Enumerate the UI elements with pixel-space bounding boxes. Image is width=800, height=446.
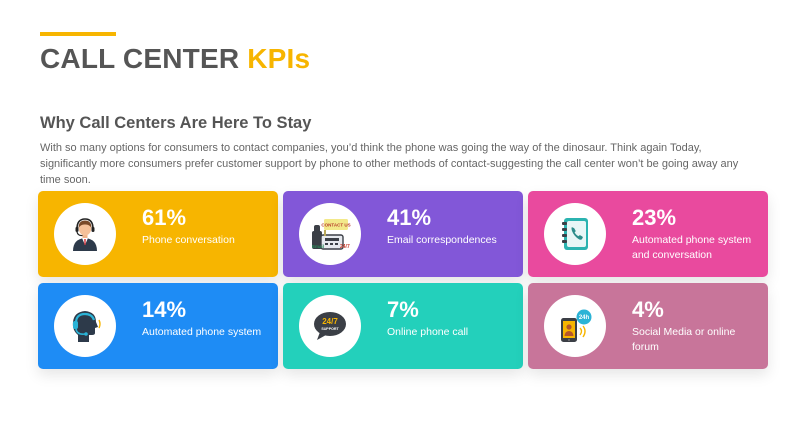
kpi-label: Automated phone system bbox=[142, 326, 262, 338]
title-main: CALL CENTER bbox=[40, 43, 240, 74]
kpi-label: Automated phone system and conversation bbox=[632, 234, 752, 261]
email-text: Email bbox=[312, 244, 324, 249]
contact-us-text: CONTACT US bbox=[321, 223, 350, 228]
phonebook-icon bbox=[562, 218, 588, 250]
section-description: With so many options for consumers to co… bbox=[40, 142, 739, 186]
kpi-card-phone-conversation: 61% Phone conversation bbox=[38, 191, 278, 277]
kpi-percent: 4% bbox=[632, 297, 664, 322]
icon-circle: 24/7 SUPPORT bbox=[299, 295, 361, 357]
kpi-percent: 23% bbox=[632, 205, 677, 230]
kpi-label: Email correspondences bbox=[387, 234, 497, 246]
24-7-text: 24/7 bbox=[322, 317, 338, 326]
kpi-percent: 7% bbox=[387, 297, 419, 322]
kpi-card-automated-phone-system: 14% Automated phone system bbox=[38, 283, 278, 369]
kpi-label: Social Media or online forum bbox=[632, 326, 736, 353]
kpi-label: Online phone call bbox=[387, 326, 469, 338]
kpi-card-automated-phone-conversation: 23% Automated phone system and conversat… bbox=[528, 191, 768, 277]
kpi-card-online-phone-call: 24/7 SUPPORT 7% Online phone call bbox=[283, 283, 523, 369]
support-text: SUPPORT bbox=[321, 327, 339, 331]
mobile-24h-icon: 24h bbox=[561, 309, 592, 342]
kpi-grid: 61% Phone conversation CONTACT US Email … bbox=[38, 191, 768, 369]
24h-text: 24h bbox=[579, 315, 590, 321]
icon-circle: 24h bbox=[544, 295, 606, 357]
page-title: CALL CENTER KPIs bbox=[40, 43, 310, 75]
chat-24-7-icon: 24/7 SUPPORT bbox=[314, 312, 346, 340]
kpi-percent: 61% bbox=[142, 205, 187, 230]
title-highlight: KPIs bbox=[247, 43, 311, 74]
icon-circle bbox=[54, 295, 116, 357]
headset-head-icon bbox=[72, 311, 101, 342]
title-accent-bar bbox=[40, 32, 116, 36]
icon-circle: CONTACT US Email 24/7 bbox=[299, 203, 361, 265]
operator-icon bbox=[73, 218, 97, 251]
kpi-card-email-correspondences: CONTACT US Email 24/7 41% Email correspo… bbox=[283, 191, 523, 277]
kpi-percent: 41% bbox=[387, 205, 432, 230]
icon-circle bbox=[544, 203, 606, 265]
contact-us-icon: CONTACT US Email 24/7 bbox=[312, 219, 351, 250]
kpi-label: Phone conversation bbox=[142, 234, 235, 246]
kpi-percent: 14% bbox=[142, 297, 187, 322]
kpi-card-social-media-forum: 24h 4% Social Media or online forum bbox=[528, 283, 768, 369]
section-subtitle: Why Call Centers Are Here To Stay bbox=[40, 114, 312, 132]
24-7-text: 24/7 bbox=[340, 244, 350, 250]
icon-circle bbox=[54, 203, 116, 265]
